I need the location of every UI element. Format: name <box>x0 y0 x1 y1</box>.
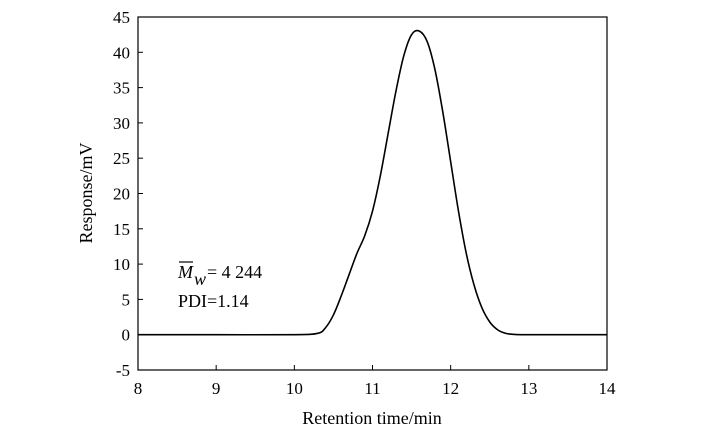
pdi-annotation: PDI=1.14 <box>178 291 249 311</box>
x-tick-label: 10 <box>286 379 303 398</box>
mw-annotation: M w = 4 244 <box>177 261 262 289</box>
y-tick-label: 20 <box>113 185 130 204</box>
y-axis-title: Response/mV <box>76 143 96 244</box>
mw-subscript: w <box>194 269 206 289</box>
mw-value: = 4 244 <box>207 262 262 282</box>
x-tick-label: 9 <box>212 379 221 398</box>
y-tick-label: 10 <box>113 255 130 274</box>
x-tick-label: 12 <box>442 379 459 398</box>
y-tick-label: 35 <box>113 79 130 98</box>
y-tick-label: 40 <box>113 43 130 62</box>
y-tick-label: 30 <box>113 114 130 133</box>
y-axis-ticks: -5 0 5 10 15 20 25 30 35 40 45 <box>113 8 143 380</box>
y-tick-label: 25 <box>113 149 130 168</box>
y-tick-label: -5 <box>116 361 130 380</box>
x-tick-label: 13 <box>520 379 537 398</box>
series-line <box>138 29 607 336</box>
plot-frame <box>137 16 608 371</box>
y-tick-label: 0 <box>122 326 131 345</box>
y-tick-label: 45 <box>113 8 130 27</box>
y-tick-label: 15 <box>113 220 130 239</box>
x-axis-ticks: 8 9 10 11 12 13 14 <box>134 365 616 398</box>
y-tick-label: 5 <box>122 290 131 309</box>
x-tick-label: 14 <box>599 379 617 398</box>
x-tick-label: 8 <box>134 379 143 398</box>
x-axis-title: Retention time/min <box>302 408 441 428</box>
x-tick-label: 11 <box>364 379 380 398</box>
mw-symbol: M <box>177 262 194 282</box>
